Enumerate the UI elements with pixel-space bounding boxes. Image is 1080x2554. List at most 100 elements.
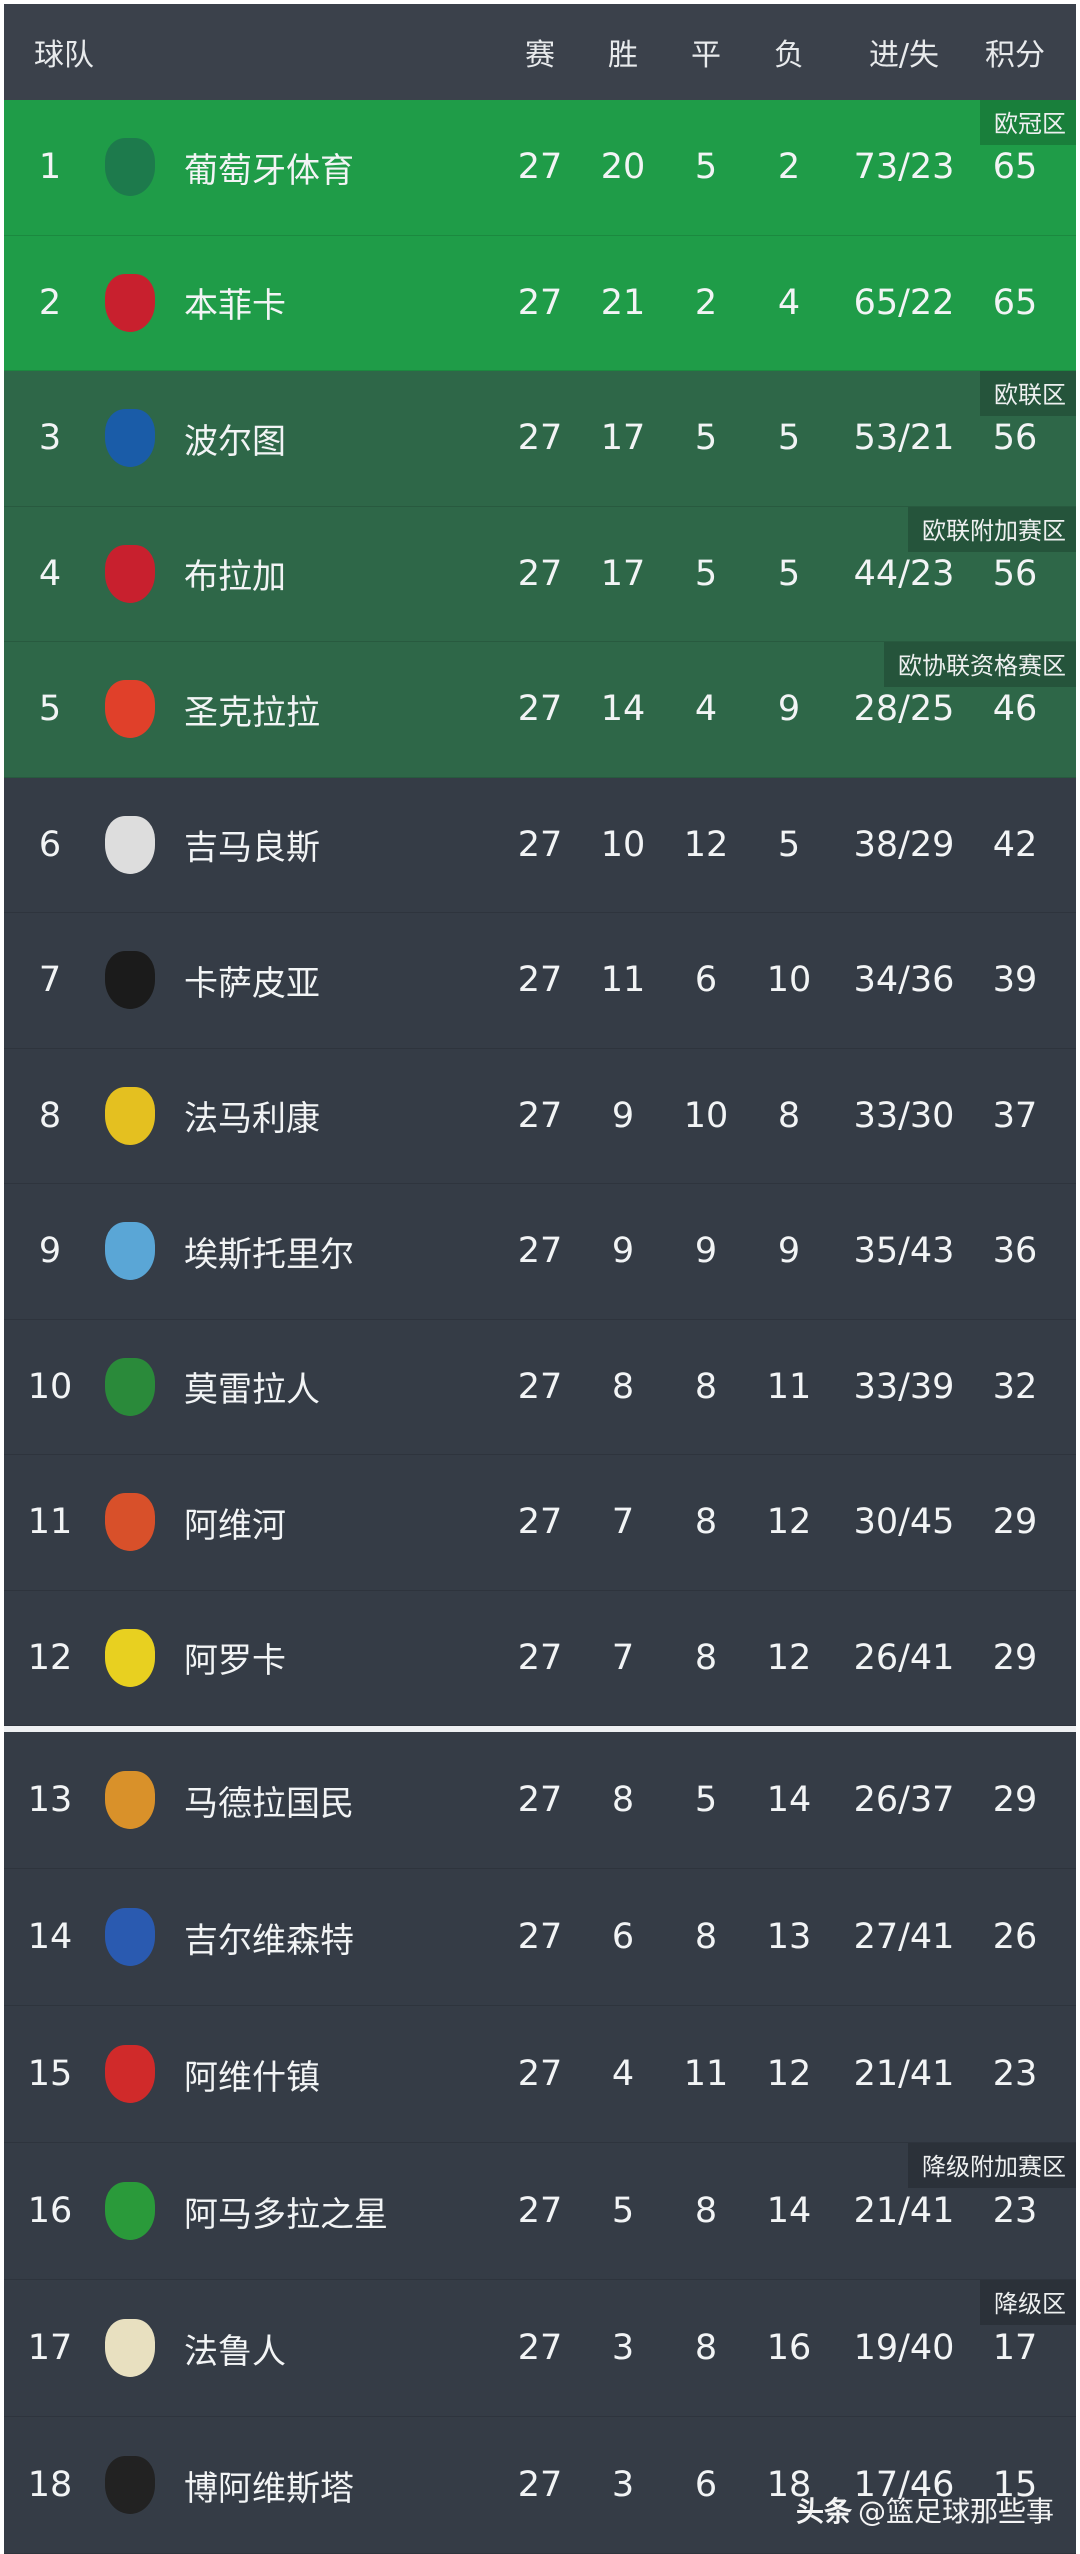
lost: 8 [777,1095,801,1136]
team-logo-icon [100,1732,160,1868]
won: 7 [611,1637,635,1678]
table-row[interactable]: 15 阿维什镇 27 4 11 12 21/41 23 [4,2006,1076,2143]
header-lost[interactable]: 负 [774,38,804,73]
team-name[interactable]: 埃斯托里尔 [184,1234,354,1275]
drawn: 8 [694,1366,718,1407]
table-row[interactable]: 17 法鲁人 27 3 8 16 19/40 17 降级区 [4,2280,1076,2417]
table-row[interactable]: 12 阿罗卡 27 7 8 12 26/41 29 [4,1590,1076,1726]
watermark-handle: @篮足球那些事 [857,2495,1054,2528]
played: 27 [517,147,563,188]
rank: 7 [38,960,62,1001]
team-crest-icon [105,2045,155,2103]
zone-label: 欧联附加赛区 [908,506,1076,552]
played: 27 [517,1095,563,1136]
team-logo-icon [100,1869,160,2005]
header-team[interactable]: 球队 [34,38,94,73]
goals: 27/41 [853,1917,955,1957]
team-name[interactable]: 圣克拉拉 [184,692,320,733]
team-name[interactable]: 波尔图 [184,421,286,462]
header-goals[interactable]: 进/失 [868,38,940,73]
goals: 33/39 [853,1366,955,1407]
team-name[interactable]: 本菲卡 [184,286,286,327]
won: 10 [600,824,646,865]
table-row[interactable]: 9 埃斯托里尔 27 9 9 9 35/43 36 [4,1184,1076,1320]
team-name[interactable]: 法马利康 [184,1099,320,1140]
played: 27 [517,824,563,865]
team-crest-icon [105,1357,155,1416]
points: 56 [992,418,1038,459]
drawn: 8 [694,1637,718,1678]
table-row[interactable]: 3 波尔图 27 17 5 5 53/21 56 欧联区 [4,371,1076,507]
team-name[interactable]: 布拉加 [184,557,286,598]
won: 5 [611,2191,635,2231]
team-logo-icon [100,1320,160,1455]
header-points[interactable]: 积分 [985,38,1045,73]
played: 27 [517,418,563,459]
table-row[interactable]: 8 法马利康 27 9 10 8 33/30 37 [4,1048,1076,1184]
team-name[interactable]: 卡萨皮亚 [184,963,320,1004]
lost: 9 [777,689,801,730]
table-row[interactable]: 16 阿马多拉之星 27 5 8 14 21/41 23 降级附加赛区 [4,2143,1076,2280]
won: 9 [611,1095,635,1136]
team-name[interactable]: 阿维河 [184,1505,286,1546]
table-row[interactable]: 4 布拉加 27 17 5 5 44/23 56 欧联附加赛区 [4,506,1076,642]
lost: 5 [777,418,801,459]
table-row[interactable]: 10 莫雷拉人 27 8 8 11 33/39 32 [4,1319,1076,1455]
points: 15 [992,2465,1038,2505]
points: 32 [992,1366,1038,1407]
team-crest-icon [105,2182,155,2240]
team-name[interactable]: 吉尔维森特 [184,1920,354,1961]
rank: 15 [27,2054,73,2094]
points: 42 [992,824,1038,865]
team-name[interactable]: 阿罗卡 [184,1641,286,1682]
drawn: 2 [694,282,718,323]
played: 27 [517,689,563,730]
played: 27 [517,282,563,323]
won: 9 [611,1231,635,1272]
table-row[interactable]: 1 葡萄牙体育 27 20 5 2 73/23 65 欧冠区 [4,100,1076,236]
team-crest-icon [105,2456,155,2514]
table-row[interactable]: 2 本菲卡 27 21 2 4 65/22 65 [4,235,1076,371]
rows-bottom-group: 13 马德拉国民 27 8 5 14 26/37 29 14 吉尔维森特 27 … [4,1732,1076,2554]
won: 3 [611,2328,635,2368]
league-standings-table: 球队 赛 胜 平 负 进/失 积分 1 葡萄牙体育 27 20 5 2 73/2… [4,4,1076,2554]
team-name[interactable]: 法鲁人 [184,2331,286,2372]
team-name[interactable]: 吉马良斯 [184,828,320,869]
zone-label: 欧联区 [980,371,1076,416]
points: 37 [992,1095,1038,1136]
team-name[interactable]: 博阿维斯塔 [184,2468,354,2509]
team-name[interactable]: 葡萄牙体育 [184,150,354,191]
drawn: 8 [694,2191,718,2231]
table-row[interactable]: 11 阿维河 27 7 8 12 30/45 29 [4,1455,1076,1591]
header-drawn[interactable]: 平 [691,38,721,73]
goals: 35/43 [853,1231,955,1272]
won: 17 [600,553,646,594]
table-row[interactable]: 7 卡萨皮亚 27 11 6 10 34/36 39 [4,913,1076,1049]
header-won[interactable]: 胜 [608,38,638,73]
table-row[interactable]: 18 博阿维斯塔 27 3 6 18 17/46 15 [4,2417,1076,2554]
table-row[interactable]: 14 吉尔维森特 27 6 8 13 27/41 26 [4,1869,1076,2006]
team-name[interactable]: 阿维什镇 [184,2057,320,2098]
table-row[interactable]: 5 圣克拉拉 27 14 4 9 28/25 46 欧协联资格赛区 [4,642,1076,778]
watermark: 头条 @篮足球那些事 [796,2490,1054,2530]
won: 20 [600,147,646,188]
drawn: 5 [694,1780,718,1820]
goals: 30/45 [853,1502,955,1543]
played: 27 [517,1502,563,1543]
team-logo-icon [100,1591,160,1726]
won: 21 [600,282,646,323]
drawn: 5 [694,147,718,188]
goals: 33/30 [853,1095,955,1136]
drawn: 5 [694,553,718,594]
header-played[interactable]: 赛 [525,38,555,73]
lost: 4 [777,282,801,323]
team-name[interactable]: 阿马多拉之星 [184,2194,388,2235]
team-name[interactable]: 莫雷拉人 [184,1370,320,1411]
zone-label: 降级区 [980,2280,1076,2325]
team-crest-icon [105,1493,155,1552]
table-row[interactable]: 13 马德拉国民 27 8 5 14 26/37 29 [4,1732,1076,1869]
rank: 14 [27,1917,73,1957]
won: 3 [611,2465,635,2505]
team-name[interactable]: 马德拉国民 [184,1783,354,1824]
table-row[interactable]: 6 吉马良斯 27 10 12 5 38/29 42 [4,777,1076,913]
